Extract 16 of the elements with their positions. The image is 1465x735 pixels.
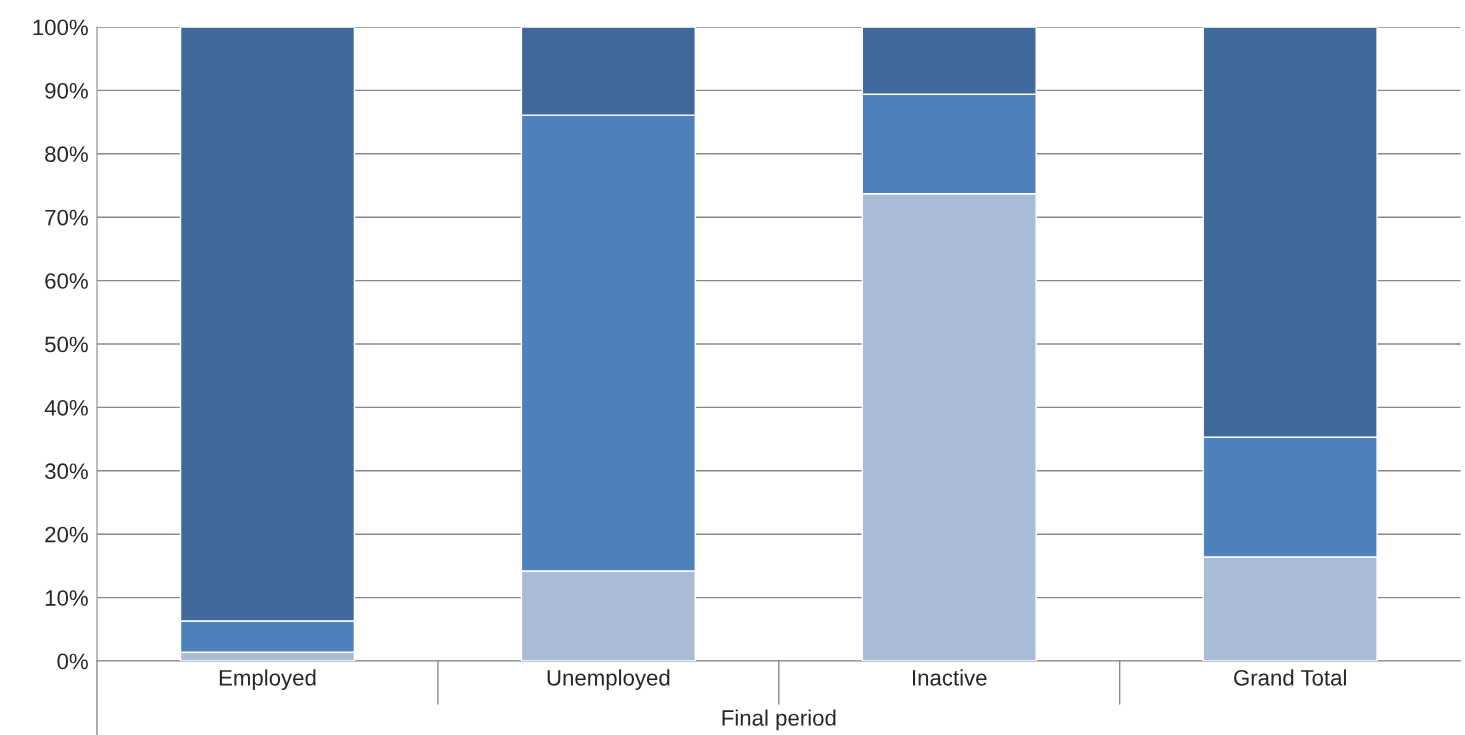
y-tick-label: 10% <box>45 590 88 606</box>
y-tick-label: 70% <box>45 209 88 226</box>
y-tick-label: 30% <box>45 463 88 480</box>
y-tick-label: 0% <box>57 653 88 670</box>
y-tick-label: 40% <box>44 399 88 416</box>
y-tick-label: 60% <box>45 273 88 289</box>
x-tick-label: Grand Total <box>1234 669 1346 686</box>
y-tick-label: 80% <box>45 146 88 163</box>
y-tick-label: 50% <box>45 336 88 353</box>
y-tick-label: 100% <box>33 19 88 36</box>
x-axis-title: Final period <box>722 709 836 731</box>
x-tick-label: Employed <box>219 669 316 691</box>
x-tick-label: Inactive <box>913 669 987 686</box>
y-tick-label: 20% <box>45 526 88 543</box>
y-tick-label: 90% <box>45 82 88 99</box>
x-tick-label: Unemployed <box>547 669 670 691</box>
